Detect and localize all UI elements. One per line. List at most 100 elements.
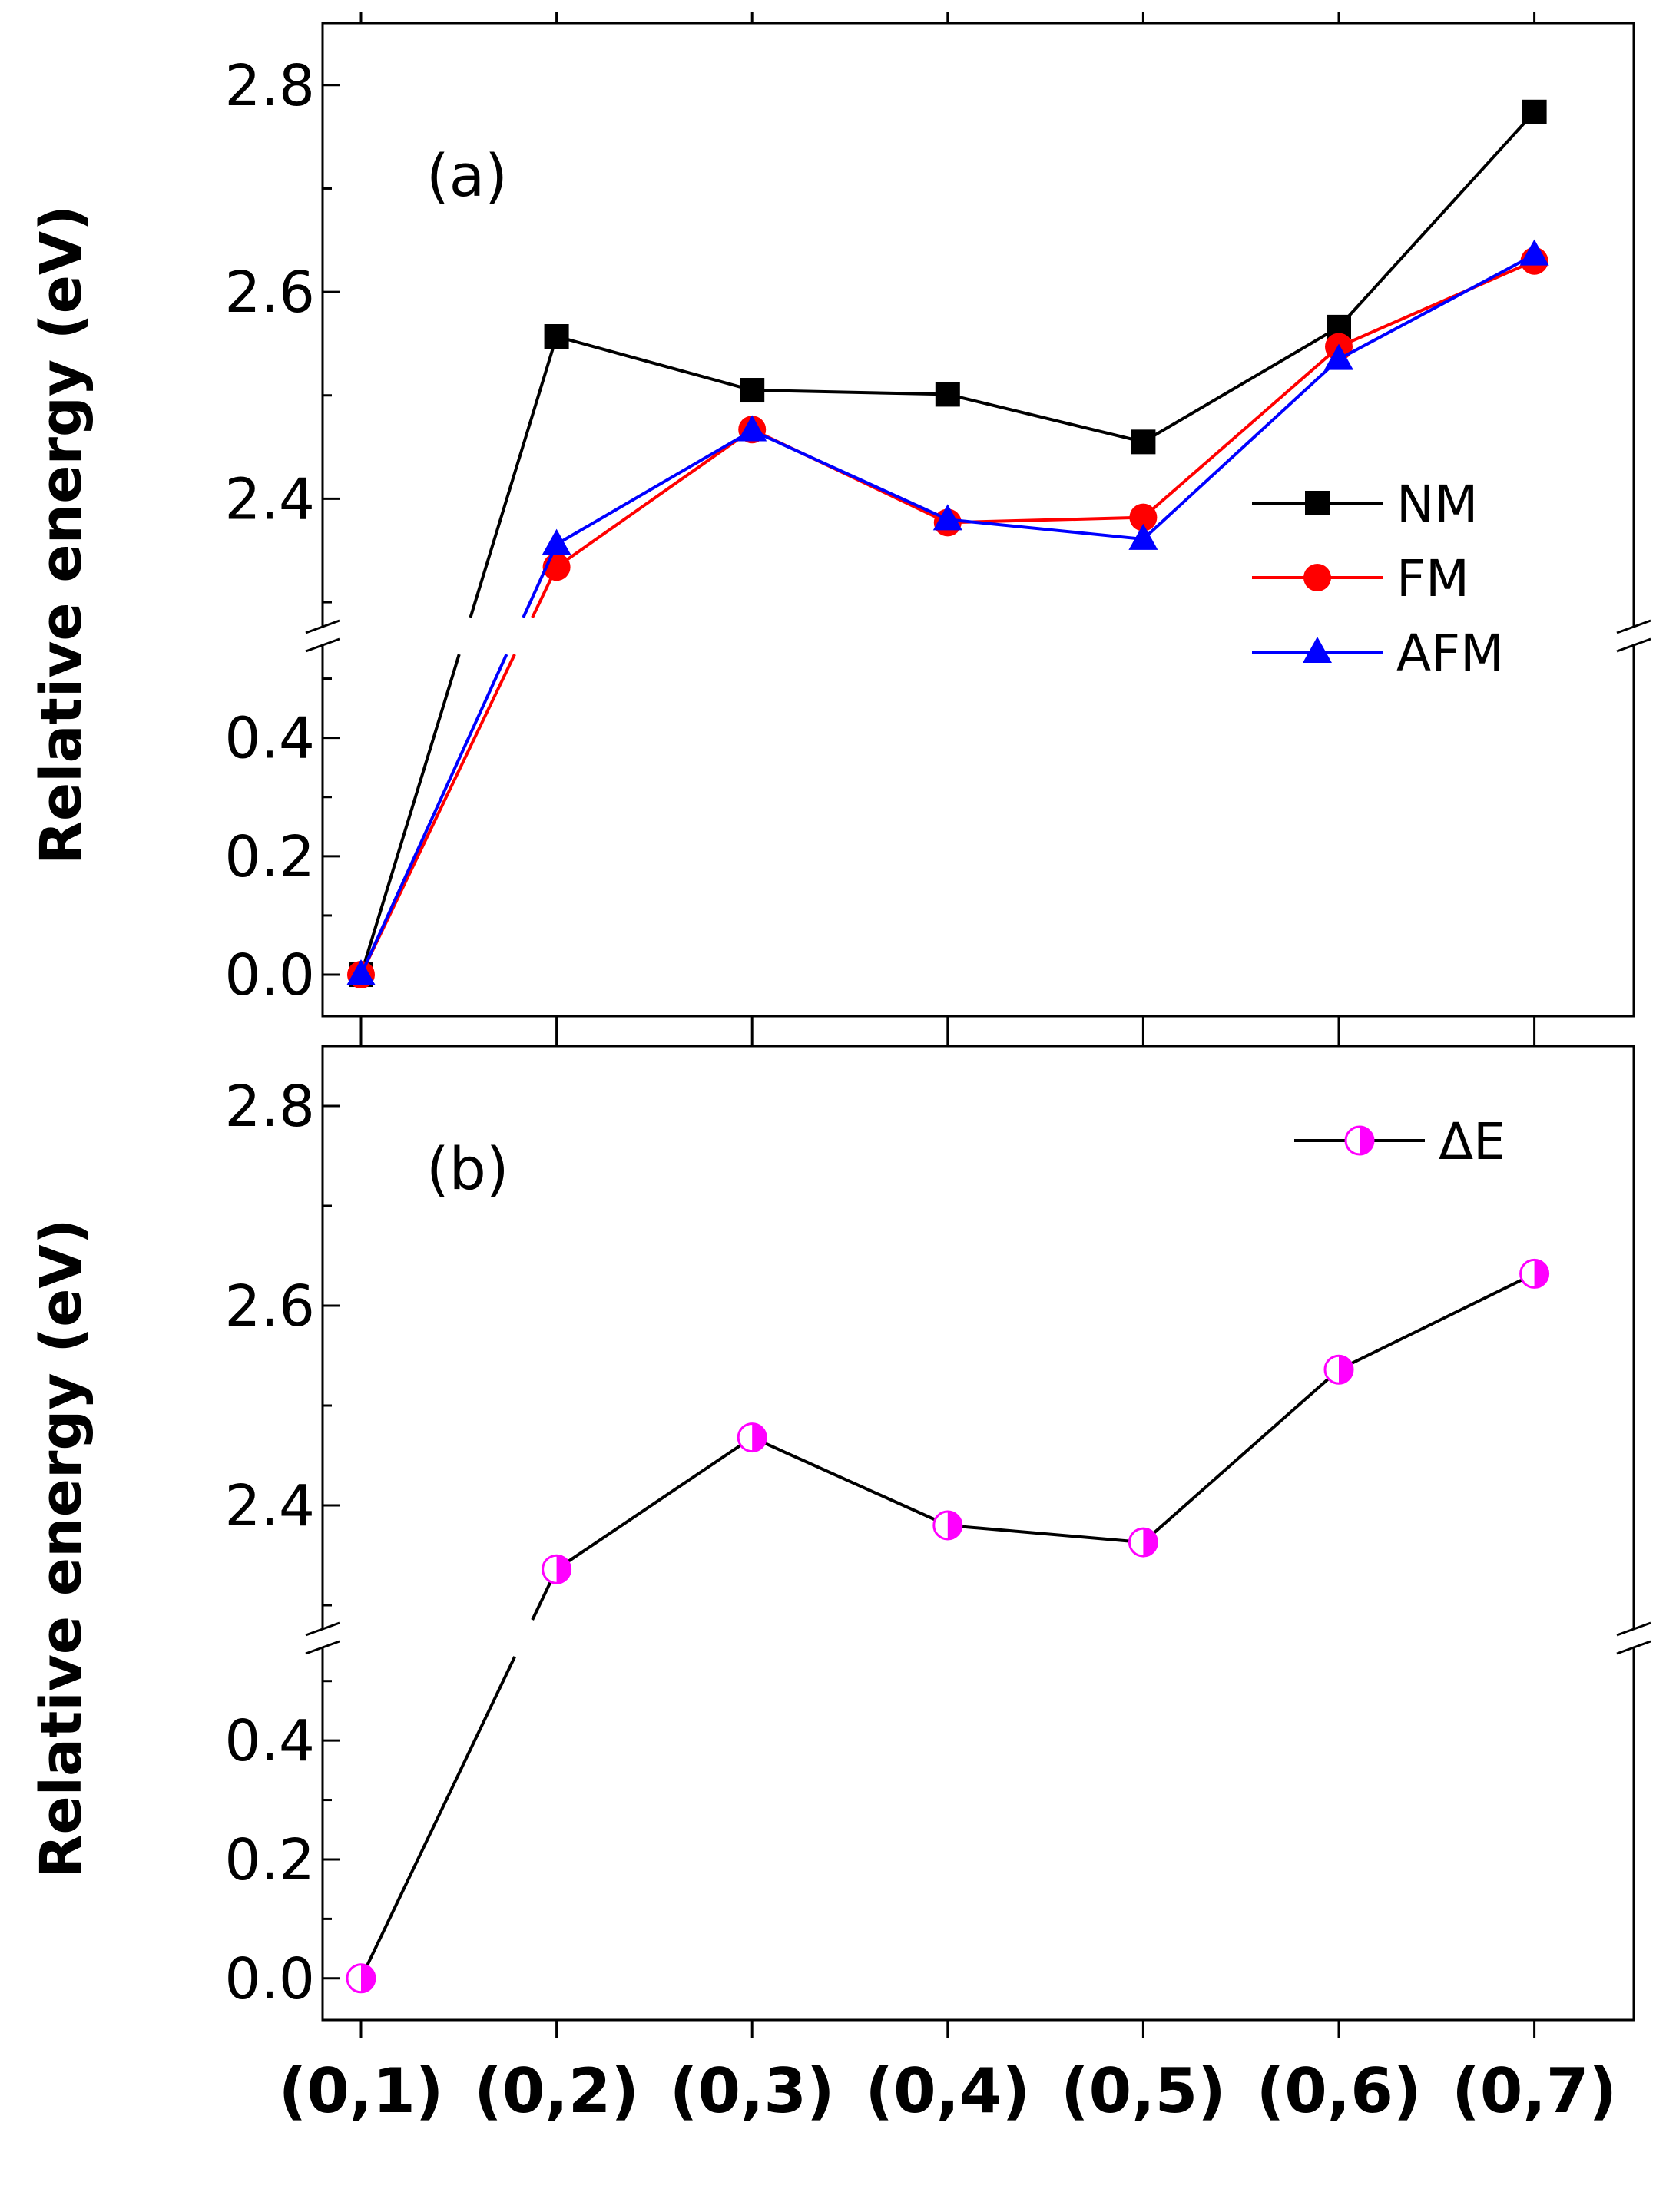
- data-point-ΔE-(0,2): [542, 1554, 572, 1584]
- y-tick-label: 0.2: [224, 824, 315, 890]
- x-category-label: (0,5): [1061, 2055, 1226, 2127]
- marker-fill-half: [947, 1512, 962, 1539]
- data-point-ΔE-(0,1): [346, 1963, 376, 1994]
- x-category-label: (0,3): [670, 2055, 835, 2127]
- marker-fill-half: [1339, 1356, 1353, 1384]
- x-category-label: (0,1): [279, 2055, 444, 2127]
- y-tick-label: 2.4: [224, 1473, 315, 1539]
- legend-label-NM: NM: [1396, 475, 1478, 534]
- data-point-FM-(0,5): [1129, 503, 1158, 531]
- series-line-ΔE: [751, 1435, 949, 1527]
- axis-break-gap-left: [318, 627, 327, 645]
- marker-fill-half: [556, 1555, 571, 1584]
- series-line-AFM: [522, 543, 558, 618]
- data-point-AFM-(0,4): [932, 504, 962, 531]
- axis-break-mark-left: [305, 1621, 340, 1637]
- series-line-ΔE: [947, 1524, 1144, 1545]
- legend-marker-ΔE: [1344, 1125, 1375, 1156]
- series-line-ΔE: [1142, 1368, 1340, 1544]
- y-axis-title: Relative energy (eV): [28, 205, 94, 865]
- series-line-AFM: [947, 518, 1144, 541]
- axis-break-mark-right: [1616, 637, 1651, 653]
- data-point-ΔE-(0,5): [1128, 1527, 1158, 1558]
- data-point-ΔE-(0,4): [932, 1510, 963, 1541]
- y-tick-label: 2.8: [224, 1074, 315, 1140]
- x-category-label: (0,2): [474, 2055, 639, 2127]
- series-line-ΔE: [359, 1656, 517, 1979]
- series-line-FM: [1142, 345, 1340, 519]
- legend-label-AFM: AFM: [1396, 624, 1504, 683]
- data-point-NM-(0,7): [1522, 99, 1547, 124]
- y-tick-label: 0.0: [224, 1946, 315, 2012]
- axis-break-mark-left: [305, 637, 340, 653]
- series-line-AFM: [1142, 358, 1340, 541]
- series-line-NM: [752, 389, 948, 396]
- axis-break-mark-left: [305, 619, 340, 634]
- legend-marker-NM: [1305, 491, 1330, 515]
- legend-marker-FM: [1303, 564, 1331, 591]
- series-line-AFM: [751, 429, 949, 522]
- y-tick-label: 2.4: [224, 466, 315, 532]
- series-line-AFM: [359, 654, 508, 975]
- data-point-ΔE-(0,6): [1323, 1354, 1354, 1385]
- axis-break-mark-right: [1616, 619, 1651, 634]
- x-category-label: (0,4): [865, 2055, 1030, 2127]
- panel-a: 2.4 2.6 2.8 0.0 0.2 0.4 Relative energy (eV) (a…: [28, 12, 1651, 1035]
- legend-label-ΔE: ΔE: [1439, 1112, 1505, 1171]
- series-line-NM: [469, 336, 558, 618]
- y-tick-label: 2.6: [224, 1273, 315, 1339]
- series-line-NM: [556, 335, 753, 392]
- y-tick-label: 0.0: [224, 942, 315, 1008]
- plot-frame: [321, 22, 1635, 1018]
- y-tick-label: 0.4: [224, 706, 315, 772]
- series-line-ΔE: [1338, 1272, 1535, 1371]
- data-point-AFM-(0,7): [1519, 239, 1549, 266]
- data-point-AFM-(0,6): [1324, 343, 1353, 370]
- x-category-label: (0,7): [1452, 2055, 1617, 2127]
- panel-label: (a): [426, 141, 508, 210]
- series-line-FM: [555, 428, 754, 568]
- y-tick-label: 2.8: [224, 53, 315, 119]
- x-category-label: (0,6): [1257, 2055, 1422, 2127]
- data-point-NM-(0,2): [544, 324, 569, 349]
- y-tick-label: 2.6: [224, 260, 315, 326]
- series-line-NM: [1337, 111, 1536, 329]
- axis-break-mark-right: [1616, 1640, 1651, 1655]
- legend-marker-AFM: [1303, 637, 1332, 663]
- data-point-NM-(0,5): [1131, 429, 1156, 455]
- data-point-AFM-(0,5): [1128, 523, 1158, 550]
- plot-frame: [321, 1045, 1635, 2022]
- axis-break-gap-right: [1629, 627, 1638, 645]
- series-line-NM: [947, 392, 1144, 444]
- panel-b: 2.4 2.6 2.8 0.0 0.2 0.4 Relative energy (eV) (b…: [28, 1035, 1651, 2038]
- axis-break-mark-right: [1616, 1621, 1651, 1637]
- data-point-AFM-(0,3): [737, 415, 767, 442]
- axis-break-gap-left: [318, 1629, 327, 1647]
- axis-break-mark-left: [305, 1640, 340, 1655]
- marker-fill-half: [1360, 1127, 1373, 1154]
- marker-fill-half: [361, 1964, 375, 1992]
- series-line-NM: [359, 654, 461, 975]
- data-point-ΔE-(0,3): [737, 1422, 767, 1453]
- data-point-NM-(0,3): [740, 378, 765, 403]
- series-line-FM: [1338, 259, 1535, 349]
- y-tick-label: 0.2: [224, 1827, 315, 1893]
- data-point-AFM-(0,2): [542, 528, 571, 555]
- series-line-AFM: [555, 429, 754, 546]
- marker-fill-half: [1534, 1260, 1548, 1288]
- series-line-AFM: [1338, 253, 1535, 361]
- data-point-NM-(0,4): [935, 382, 960, 407]
- axis-break-gap-right: [1629, 1629, 1638, 1647]
- y-tick-label: 0.4: [224, 1708, 315, 1774]
- marker-fill-half: [1143, 1528, 1158, 1557]
- series-line-NM: [1142, 326, 1340, 444]
- series-line-ΔE: [555, 1435, 754, 1571]
- data-point-AFM-(0,1): [346, 959, 376, 986]
- panel-label: (b): [426, 1134, 509, 1203]
- data-point-ΔE-(0,7): [1519, 1258, 1550, 1289]
- x-category-labels: (0,1) (0,2) (0,3) (0,4) (0,5) (0,6) (0,7): [279, 2055, 1617, 2127]
- y-axis-title: Relative energy (eV): [28, 1218, 94, 1878]
- legend-label-FM: FM: [1396, 549, 1469, 608]
